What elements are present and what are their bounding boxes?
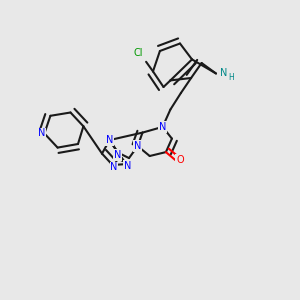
Text: Cl: Cl [134,48,143,59]
Text: N: N [106,135,113,145]
Text: N: N [124,160,131,171]
Text: N: N [114,150,121,160]
Text: N: N [110,162,118,172]
Text: O: O [176,155,184,165]
Text: N: N [159,122,166,132]
Text: N: N [220,68,227,79]
Text: N: N [134,141,141,151]
Text: H: H [228,74,234,82]
Text: N: N [38,128,45,139]
